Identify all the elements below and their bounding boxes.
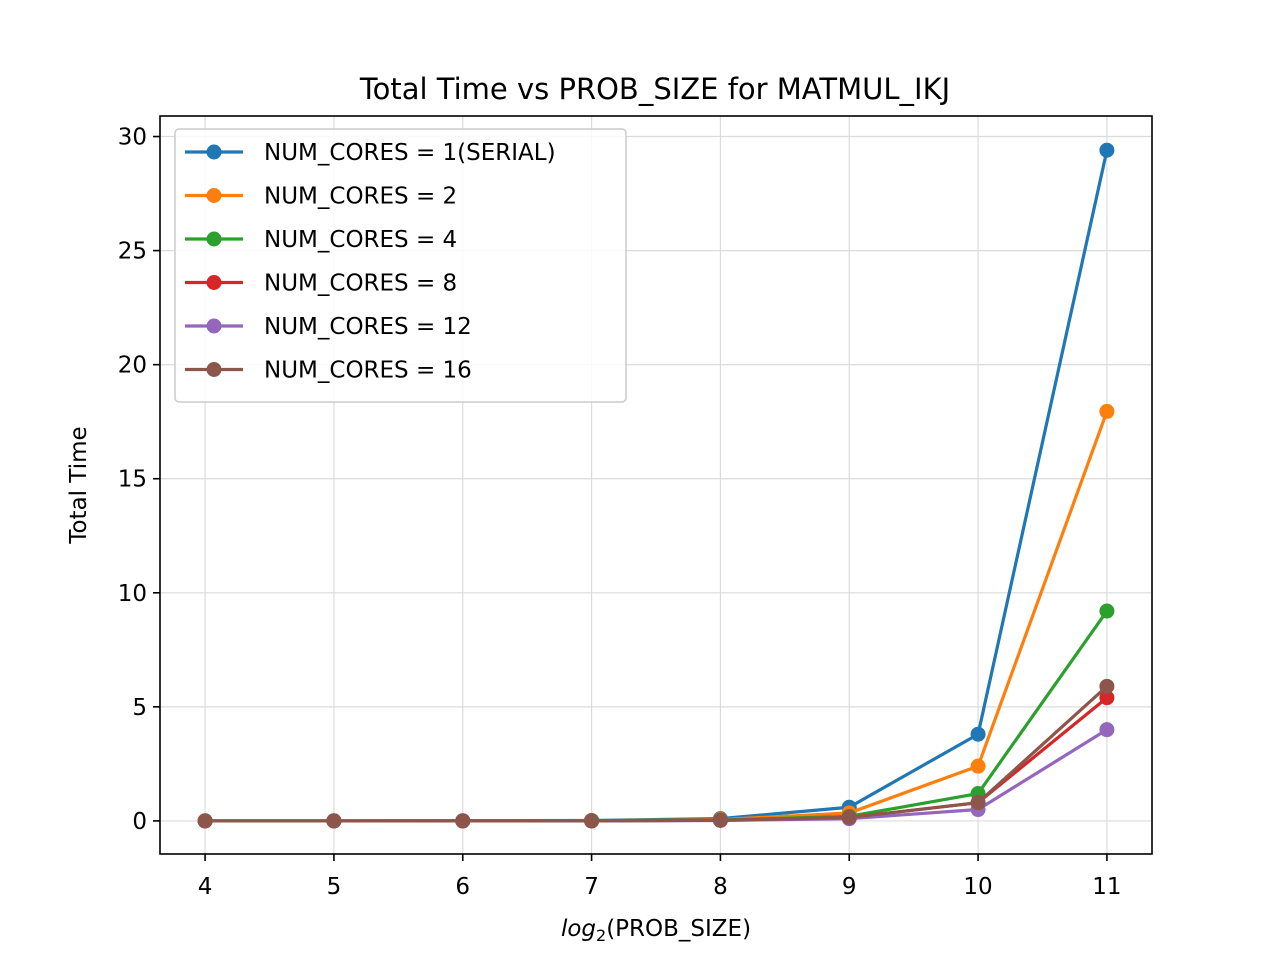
data-point <box>1099 603 1115 619</box>
x-tick-label: 7 <box>584 874 599 900</box>
x-tick-label: 11 <box>1092 874 1121 900</box>
y-tick-label: 15 <box>118 467 147 493</box>
legend: NUM_CORES = 1(SERIAL) NUM_CORES = 2 NUM_CO… <box>174 128 627 403</box>
x-axis-label: log2(PROB_SIZE) <box>561 916 751 945</box>
legend-label: NUM_CORES = 2 <box>264 184 457 210</box>
data-point <box>712 812 728 828</box>
data-point <box>1099 403 1115 419</box>
legend-label: NUM_CORES = 1(SERIAL) <box>264 140 556 166</box>
legend-label: NUM_CORES = 8 <box>264 271 457 297</box>
x-tick-label: 5 <box>327 874 342 900</box>
y-tick-label: 30 <box>118 125 147 151</box>
x-axis-label-suffix: (PROB_SIZE) <box>606 916 751 942</box>
data-point <box>970 795 986 811</box>
x-axis-label-prefix: log <box>561 916 596 942</box>
data-point <box>197 813 213 829</box>
data-point <box>1099 142 1115 158</box>
series-group <box>197 142 1115 829</box>
y-tick-label: 20 <box>118 353 147 379</box>
data-point <box>1099 722 1115 738</box>
legend-label: NUM_CORES = 16 <box>264 358 472 384</box>
legend-marker <box>206 318 222 334</box>
x-axis-label-subscript: 2 <box>596 926 606 945</box>
x-axis: 4 5 6 7 8 9 10 11 <box>198 854 1122 900</box>
y-tick-label: 25 <box>118 239 147 265</box>
data-point <box>970 758 986 774</box>
data-point <box>841 809 857 825</box>
legend-marker <box>206 231 222 247</box>
series-line <box>205 610 1109 823</box>
plot-frame <box>159 115 1153 855</box>
legend-marker <box>206 362 222 377</box>
data-point <box>1099 690 1115 706</box>
data-point <box>326 813 342 829</box>
legend-marker <box>206 188 222 203</box>
data-point <box>455 813 471 829</box>
y-tick-label: 5 <box>132 695 147 721</box>
grid <box>160 116 1152 854</box>
x-tick-label: 10 <box>963 874 992 900</box>
legend-label: NUM_CORES = 4 <box>264 227 457 253</box>
x-tick-label: 4 <box>198 874 213 900</box>
legend-marker <box>206 275 222 290</box>
data-point <box>1099 678 1115 694</box>
chart-title: Total Time vs PROB_SIZE for MATMUL_IKJ <box>359 72 950 106</box>
legend-marker <box>206 144 222 160</box>
y-axis: 0 5 10 15 20 25 30 <box>118 125 160 835</box>
y-tick-label: 10 <box>118 581 147 607</box>
series-line <box>205 410 1109 823</box>
y-tick-label: 0 <box>132 809 147 835</box>
x-tick-label: 9 <box>842 874 857 900</box>
x-tick-label: 8 <box>713 874 728 900</box>
x-tick-label: 6 <box>455 874 470 900</box>
series-line <box>205 685 1108 823</box>
data-point <box>584 813 600 829</box>
y-axis-label: Total Time <box>66 426 92 544</box>
data-point <box>970 726 986 742</box>
legend-label: NUM_CORES = 12 <box>264 314 472 340</box>
legend-box <box>174 128 627 403</box>
